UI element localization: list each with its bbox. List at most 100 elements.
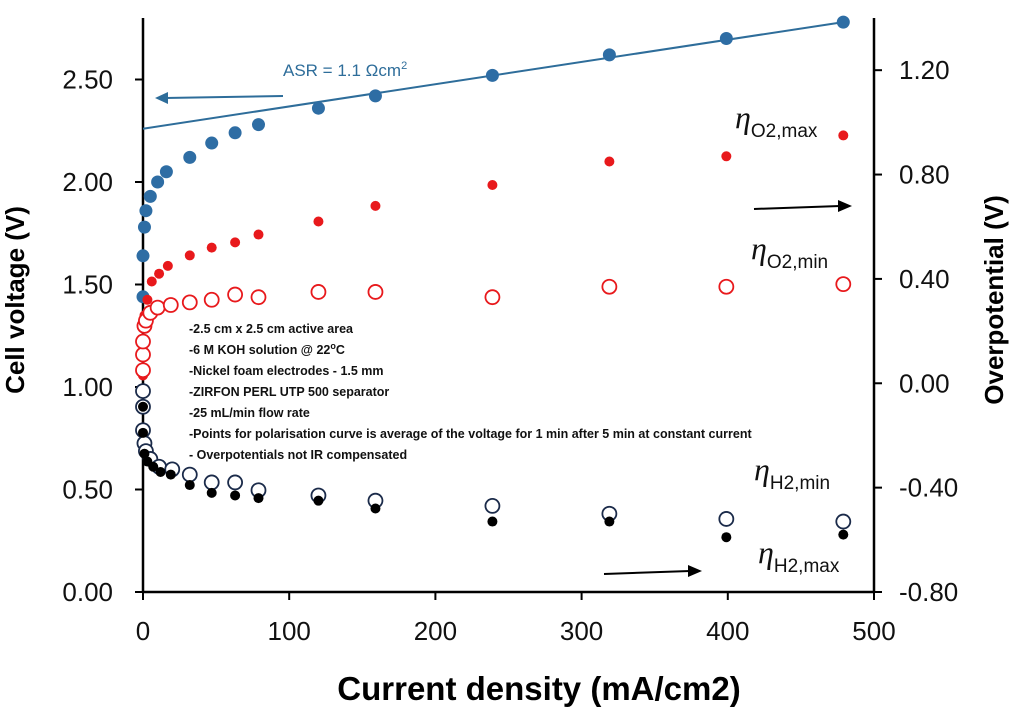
point-eta-o2-max [206, 242, 217, 253]
note-line-unit: C [336, 343, 345, 357]
point-cell [139, 204, 153, 218]
point-eta-o2-min [310, 284, 327, 300]
label-eta-o2-max-symbol: η [735, 99, 751, 135]
point-cell [136, 249, 150, 263]
point-cell [836, 15, 850, 29]
point-eta-o2-min [835, 276, 852, 293]
point-eta-h2-max [138, 427, 148, 438]
point-cell [602, 48, 616, 62]
point-eta-o2-min [250, 289, 267, 306]
point-eta-o2-max [604, 156, 615, 167]
point-eta-h2-max [230, 490, 241, 501]
note-line: - Overpotentials not IR compensated [189, 448, 407, 462]
point-eta-o2-max [154, 268, 165, 279]
point-eta-h2-min [135, 383, 151, 400]
point-eta-o2-min [718, 278, 735, 295]
x-tick-label: 400 [706, 616, 749, 646]
point-eta-o2-min [149, 299, 166, 316]
point-eta-o2-min [203, 291, 220, 308]
label-eta-h2-max-symbol: η [758, 534, 774, 570]
note-line: -2.5 cm x 2.5 cm active area [189, 322, 354, 336]
point-eta-o2-max [721, 151, 732, 162]
y-left-tick-label: 0.00 [62, 577, 113, 607]
data-points [135, 15, 852, 543]
point-cell [485, 68, 499, 82]
y-left-tick-label: 1.50 [62, 270, 113, 300]
asr-label-sup: 2 [401, 60, 407, 72]
point-eta-o2-max [838, 130, 849, 141]
point-eta-h2-max [206, 487, 217, 498]
y-right-tick-label: 0.40 [899, 264, 950, 294]
point-eta-o2-max [487, 179, 498, 190]
point-eta-h2-max [184, 480, 195, 491]
point-eta-h2-min [484, 497, 501, 514]
point-eta-h2-min [718, 511, 735, 527]
label-eta-h2-min-sub: H2,min [770, 473, 830, 494]
note-line-sup: o [330, 341, 336, 351]
note-line: -ZIRFON PERL UTP 500 separator [189, 385, 389, 399]
point-eta-h2-min [227, 474, 244, 491]
point-eta-o2-max [162, 260, 173, 271]
y-left-tick-label: 2.00 [62, 167, 113, 197]
note-line: -6 M KOH solution @ 22oC [189, 341, 345, 357]
y-left-tick-label: 0.50 [62, 475, 113, 505]
x-axis-title: Current density (mA/cm2) [337, 670, 740, 707]
point-cell [137, 220, 151, 234]
point-eta-h2-max [138, 401, 148, 412]
point-eta-o2-min [601, 278, 618, 295]
y-left-tick-label: 1.00 [62, 372, 113, 402]
label-eta-h2-min: ηH2,min [754, 451, 830, 494]
point-eta-h2-min [203, 474, 220, 491]
point-eta-o2-min [135, 362, 151, 379]
note-line: -Nickel foam electrodes - 1.5 mm [189, 364, 384, 378]
point-cell [368, 89, 382, 103]
right-axis-arrow [753, 200, 852, 212]
point-eta-o2-min [484, 289, 501, 306]
point-eta-h2-max [604, 516, 615, 527]
label-eta-h2-max-sub: H2,max [774, 556, 840, 577]
label-eta-o2-min: ηO2,min [751, 230, 828, 273]
x-tick-label: 100 [268, 616, 311, 646]
point-eta-h2-min [835, 513, 852, 530]
point-cell [205, 136, 219, 150]
point-eta-o2-min [135, 346, 151, 363]
point-eta-o2-min [135, 333, 151, 350]
point-eta-h2-max [253, 493, 264, 504]
y-left-tick-label: 2.50 [62, 65, 113, 95]
y-right-tick-label: 0.80 [899, 160, 950, 190]
point-eta-o2-max [184, 250, 195, 261]
point-eta-h2-max [165, 469, 176, 480]
label-eta-o2-max-sub: O2,max [751, 121, 818, 142]
y-right-tick-label: -0.40 [899, 473, 958, 503]
x-tick-label: 300 [560, 616, 603, 646]
point-eta-o2-max [370, 200, 381, 211]
point-cell [183, 150, 197, 164]
point-eta-o2-max [253, 229, 264, 240]
point-eta-o2-max [142, 294, 153, 305]
x-tick-label: 0 [136, 616, 150, 646]
label-eta-h2-max: ηH2,max [758, 534, 840, 577]
point-eta-h2-max [313, 495, 324, 506]
asr-label: ASR = 1.1 Ωcm2 [283, 60, 407, 80]
point-cell [159, 165, 173, 179]
point-eta-o2-min [181, 294, 198, 311]
y-right-tick-label: 0.00 [899, 368, 950, 398]
point-eta-o2-min [227, 286, 244, 303]
point-eta-h2-max [139, 448, 150, 459]
point-eta-h2-max [721, 532, 732, 543]
x-tick-label: 200 [414, 616, 457, 646]
label-eta-o2-min-sub: O2,min [767, 252, 828, 273]
point-cell [719, 32, 733, 45]
note-line-text: -6 M KOH solution @ 22 [189, 343, 330, 357]
point-eta-o2-min [162, 297, 179, 313]
label-eta-o2-min-symbol: η [751, 230, 767, 266]
experiment-notes: -2.5 cm x 2.5 cm active area -6 M KOH so… [189, 322, 752, 462]
bottom-axis-arrow [603, 565, 702, 577]
point-eta-h2-max [148, 461, 159, 472]
tick-group: 0 100 200 300 400 500 0.00 0.50 1.00 1.50 2.00 2.50… [62, 55, 958, 646]
point-eta-o2-max [230, 237, 241, 248]
point-eta-h2-max [370, 503, 381, 514]
note-line: -25 mL/min flow rate [189, 406, 310, 420]
point-cell [228, 126, 242, 140]
